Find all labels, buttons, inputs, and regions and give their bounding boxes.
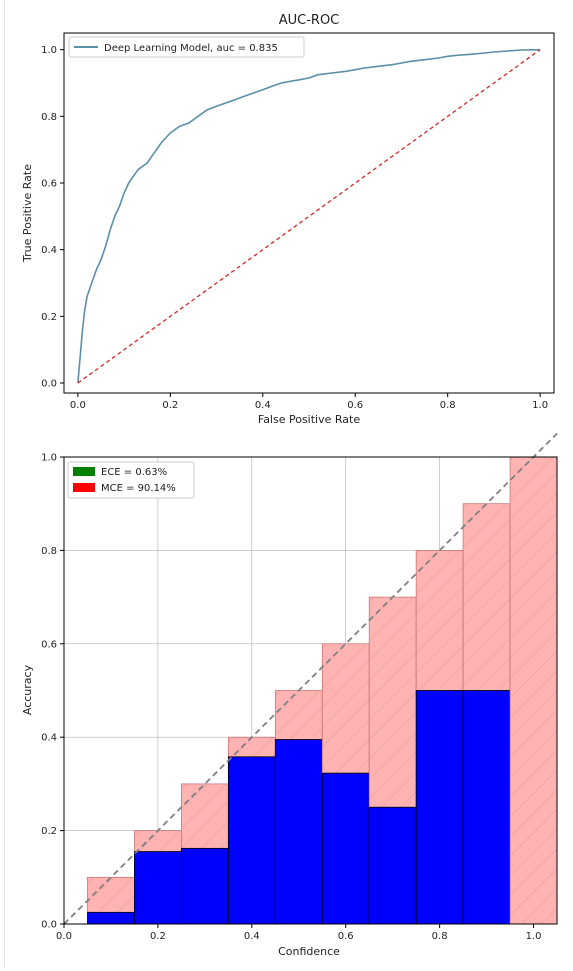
- gap-bar-hatch: [369, 597, 417, 808]
- reliability-plot-frame: [63, 456, 558, 925]
- accuracy-bar: [368, 806, 417, 925]
- roc-legend: Deep Learning Model, auc = 0.835: [68, 36, 305, 58]
- accuracy-bar: [462, 690, 511, 925]
- roc-x-tick-label: 0.6: [347, 400, 363, 411]
- roc-y-tick-label: 0.0: [41, 379, 57, 390]
- gap-bar-hatch: [181, 783, 229, 849]
- perfect-calibration-line: [63, 433, 558, 925]
- reliability-y-axis-label: Accuracy: [21, 664, 34, 715]
- ece-legend-swatch: [73, 467, 95, 476]
- roc-x-tick-label: 1.0: [532, 400, 548, 411]
- roc-legend-box: [68, 36, 305, 58]
- roc-y-tick-label: 0.6: [41, 179, 57, 190]
- roc-curve-line: [77, 48, 541, 384]
- reliability-y-tick-label: 0.4: [41, 733, 57, 744]
- reliability-x-tick-label: 1.0: [526, 931, 542, 942]
- reliability-x-tick-label: 0.4: [244, 931, 260, 942]
- roc-y-axis-label: True Positive Rate: [21, 164, 34, 263]
- ece-legend-label: ECE = 0.63%: [101, 467, 167, 478]
- reliability-x-tick-label: 0.8: [432, 931, 448, 942]
- accuracy-bar: [227, 756, 276, 925]
- accuracy-bar: [274, 739, 323, 925]
- roc-x-tick-label: 0.4: [255, 400, 271, 411]
- roc-title: AUC-ROC: [279, 13, 340, 28]
- chance-diagonal-line: [77, 49, 541, 384]
- reliability-y-tick-label: 0.0: [41, 920, 57, 931]
- roc-legend-label: Deep Learning Model, auc = 0.835: [104, 43, 278, 54]
- accuracy-bar: [321, 772, 370, 925]
- reliability-x-tick-label: 0.2: [150, 931, 166, 942]
- gap-bar-hatch: [416, 550, 464, 691]
- roc-plot-frame: [63, 32, 555, 394]
- gap-bar-hatch: [510, 457, 557, 924]
- reliability-legend-box: [67, 461, 195, 499]
- roc-x-axis-label: False Positive Rate: [258, 413, 360, 426]
- reliability-y-tick-label: 0.6: [41, 639, 57, 650]
- reliability-x-axis-label: Confidence: [278, 945, 340, 958]
- accuracy-bar: [415, 690, 464, 925]
- mce-legend-swatch: [73, 483, 95, 492]
- roc-y-tick-label: 1.0: [41, 45, 57, 56]
- roc-x-tick-label: 0.2: [162, 400, 178, 411]
- gap-bar-hatch: [87, 877, 135, 913]
- gap-bar-hatch: [275, 690, 323, 740]
- gap-bar-hatch: [322, 643, 370, 774]
- reliability-x-tick-label: 0.0: [56, 931, 72, 942]
- accuracy-bar: [180, 847, 229, 925]
- roc-y-tick-label: 0.8: [41, 112, 57, 123]
- reliability-y-tick-label: 1.0: [41, 453, 57, 464]
- accuracy-bar: [134, 851, 182, 925]
- mce-legend-label: MCE = 90.14%: [101, 483, 176, 494]
- roc-x-tick-label: 0.0: [70, 400, 86, 411]
- reliability-y-tick-label: 0.2: [41, 826, 57, 837]
- roc-y-tick-label: 0.2: [41, 312, 57, 323]
- gap-bar-hatch: [463, 503, 511, 691]
- roc-x-tick-label: 0.8: [440, 400, 456, 411]
- reliability-y-tick-label: 0.8: [41, 546, 57, 557]
- accuracy-bar: [87, 911, 135, 925]
- page-left-border: [4, 0, 5, 967]
- roc-chart: AUC-ROC 0.0 0.2 0.4 0.6 0.8 1.0 0.0 0.2 0.4 0.6 0…: [21, 13, 555, 426]
- gap-bar-hatch: [228, 737, 276, 757]
- reliability-legend: ECE = 0.63% MCE = 90.14%: [67, 461, 195, 499]
- reliability-x-tick-label: 0.6: [338, 931, 354, 942]
- gap-bar-hatch: [134, 830, 182, 852]
- reliability-chart: 0.0 0.2 0.4 0.6 0.8 1.0 0.0 0.2 0.4 0.6 0.8 1.0 Co…: [21, 433, 558, 958]
- roc-y-tick-label: 0.4: [41, 245, 57, 256]
